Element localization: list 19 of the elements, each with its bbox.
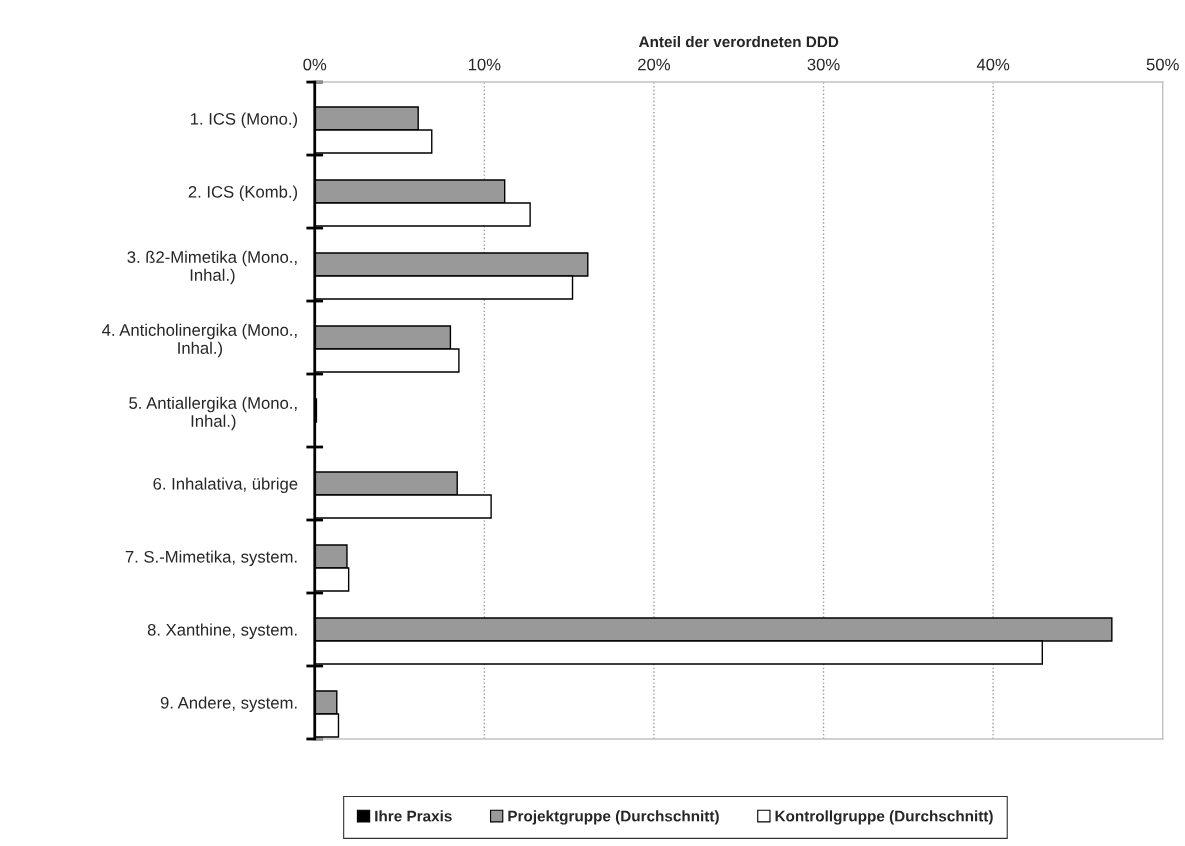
legend-label: Kontrollgruppe (Durchschnitt) <box>775 810 993 825</box>
y-tick-label: 6. Inhalativa, übrige <box>153 477 298 494</box>
legend-label: Ihre Praxis <box>375 810 452 822</box>
y-tick-label: 2. ICS (Komb.) <box>188 185 298 202</box>
y-tick-label: 5. Antiallergika (Mono., Inhal.) <box>129 396 297 431</box>
y-tick-label: 1. ICS (Mono.) <box>190 112 298 129</box>
x-tick-label: 40% <box>976 58 1010 71</box>
y-tick-label: 3. ß2-Mimetika (Mono., Inhal.) <box>127 250 297 285</box>
y-tick-label: 4. Anticholinergika (Mono., Inhal.) <box>102 323 297 358</box>
legend-label: Projektgruppe (Durchschnitt) <box>508 810 719 825</box>
x-axis-title: Anteil der verordneten DDD <box>638 36 839 48</box>
x-tick-label: 0% <box>303 58 327 71</box>
y-tick-label: 9. Andere, system. <box>160 696 297 712</box>
x-tick-label: 50% <box>1146 58 1179 71</box>
x-tick-label: 20% <box>638 58 671 71</box>
x-tick-label: 30% <box>807 58 840 71</box>
y-tick-label: 8. Xanthine, system. <box>147 623 297 639</box>
y-tick-label: 7. S.-Mimetika, system. <box>125 550 297 566</box>
x-tick-label: 10% <box>468 58 501 71</box>
